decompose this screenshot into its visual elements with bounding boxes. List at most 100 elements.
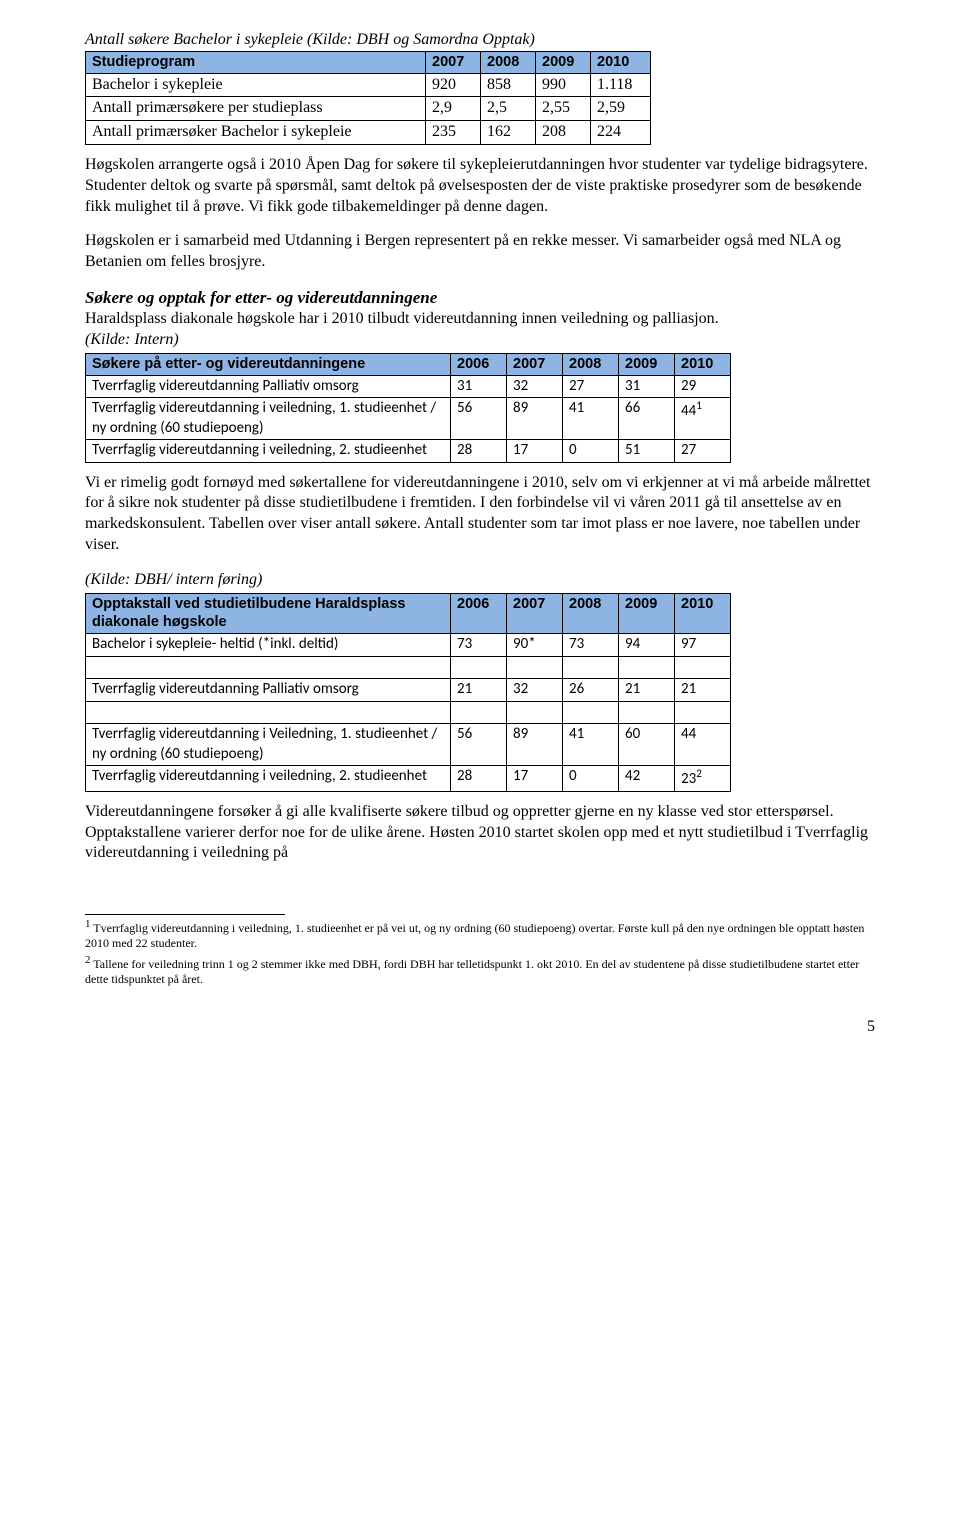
table-cell: 0 [563,766,619,792]
table-spacer-cell [619,701,675,724]
table-spacer-cell [507,701,563,724]
table-cell: 44 [675,724,731,766]
table-cell: 32 [507,375,563,398]
table-spacer-cell [563,701,619,724]
table-cell: Tverrfaglig videreutdanning i veiledning… [86,440,451,463]
section-title-applicants-continuing: Søkere og opptak for etter- og videreutd… [85,287,875,309]
table-cell: 42 [619,766,675,792]
table-header-cell: 2007 [507,353,563,375]
table3-caption: (Kilde: DBH/ intern føring) [85,570,875,591]
table-header-cell: Opptakstall ved studietilbudene Haraldsp… [86,593,451,634]
table-cell: 28 [451,440,507,463]
table-cell: Tverrfaglig videreutdanning i veiledning… [86,766,451,792]
table-header-cell: 2010 [675,353,731,375]
table-cell: 51 [619,440,675,463]
table-spacer-cell [507,656,563,679]
table-cell: Tverrfaglig videreutdanning Palliativ om… [86,679,451,702]
table-spacer-cell [675,701,731,724]
table-cell: 162 [481,121,536,145]
table-cell: 94 [619,634,675,657]
paragraph-applicant-numbers: Vi er rimelig godt fornøyd med søkertall… [85,473,875,556]
table-cell: 66 [619,398,675,440]
table-cell: 90* [507,634,563,657]
table-applicants-bachelor: Studieprogram2007200820092010 Bachelor i … [85,51,651,145]
table-header-cell: Studieprogram [86,51,426,73]
table-cell: 224 [591,121,651,145]
table-header-cell: 2009 [619,353,675,375]
table-cell: 56 [451,398,507,440]
table-header-cell: 2008 [563,353,619,375]
table-cell: 29 [675,375,731,398]
table-spacer-cell [619,656,675,679]
table-cell: 89 [507,398,563,440]
table-cell: 41 [563,398,619,440]
table-cell: 73 [451,634,507,657]
table-cell: 208 [536,121,591,145]
table-cell: Tverrfaglig videreutdanning Palliativ om… [86,375,451,398]
table-cell: 0 [563,440,619,463]
table-cell: 89 [507,724,563,766]
table-cell: 920 [426,73,481,97]
table-cell: 2,5 [481,97,536,121]
table-cell: 27 [675,440,731,463]
table-cell: 31 [451,375,507,398]
table-cell: 73 [563,634,619,657]
table-cell: 31 [619,375,675,398]
table-cell: 21 [451,679,507,702]
table-cell: 41 [563,724,619,766]
table-cell: 26 [563,679,619,702]
table-cell: 235 [426,121,481,145]
table1-caption: Antall søkere Bachelor i sykepleie (Kild… [85,30,875,51]
paragraph-open-day: Høgskolen arrangerte også i 2010 Åpen Da… [85,155,875,217]
table-cell: 17 [507,440,563,463]
footnote-separator [85,914,285,915]
table-header-cell: 2007 [507,593,563,634]
table-header-cell: 2010 [675,593,731,634]
table-cell: 2,55 [536,97,591,121]
section-text1: Haraldsplass diakonale høgskole har i 20… [85,309,875,330]
table-header-cell: 2009 [619,593,675,634]
table-cell: Tverrfaglig videreutdanning i veiledning… [86,398,451,440]
table-cell: 97 [675,634,731,657]
table-header-cell: 2008 [481,51,536,73]
table-header-cell: 2009 [536,51,591,73]
table-cell: 17 [507,766,563,792]
table-cell: 21 [675,679,731,702]
table-cell: 60 [619,724,675,766]
table-cell: 2,9 [426,97,481,121]
table-header-cell: 2010 [591,51,651,73]
table-cell: Bachelor i sykepleie [86,73,426,97]
table-header-cell: 2006 [451,593,507,634]
table-cell: 21 [619,679,675,702]
footnote-1: 1 Tverrfaglig videreutdanning i veiledni… [85,918,875,951]
paragraph-continuing-education: Videreutdanningene forsøker å gi alle kv… [85,802,875,864]
table-spacer-cell [451,701,507,724]
table-cell: 56 [451,724,507,766]
table-cell: 32 [507,679,563,702]
table-header-cell: 2008 [563,593,619,634]
table-header-cell: 2006 [451,353,507,375]
table-cell: 2,59 [591,97,651,121]
table-cell: Antall primærsøkere per studieplass [86,97,426,121]
table-cell: 232 [675,766,731,792]
table-cell: 27 [563,375,619,398]
table-cell: 990 [536,73,591,97]
table-applicants-continuing: Søkere på etter- og videreutdanningene20… [85,353,731,463]
table-enrollment: Opptakstall ved studietilbudene Haraldsp… [85,593,731,792]
table-spacer-cell [675,656,731,679]
table-spacer-cell [451,656,507,679]
table-cell: 1.118 [591,73,651,97]
table-spacer-cell [86,656,451,679]
table-cell: 28 [451,766,507,792]
page-number: 5 [85,1017,875,1038]
table-header-cell: 2007 [426,51,481,73]
table-spacer-cell [86,701,451,724]
paragraph-collaboration: Høgskolen er i samarbeid med Utdanning i… [85,231,875,273]
table-spacer-cell [563,656,619,679]
section-source-intern: (Kilde: Intern) [85,330,875,351]
table-cell: Antall primærsøker Bachelor i sykepleie [86,121,426,145]
table-cell: Bachelor i sykepleie- heltid (*inkl. del… [86,634,451,657]
footnote-2: 2 Tallene for veiledning trinn 1 og 2 st… [85,954,875,987]
table-header-cell: Søkere på etter- og videreutdanningene [86,353,451,375]
table-cell: 441 [675,398,731,440]
